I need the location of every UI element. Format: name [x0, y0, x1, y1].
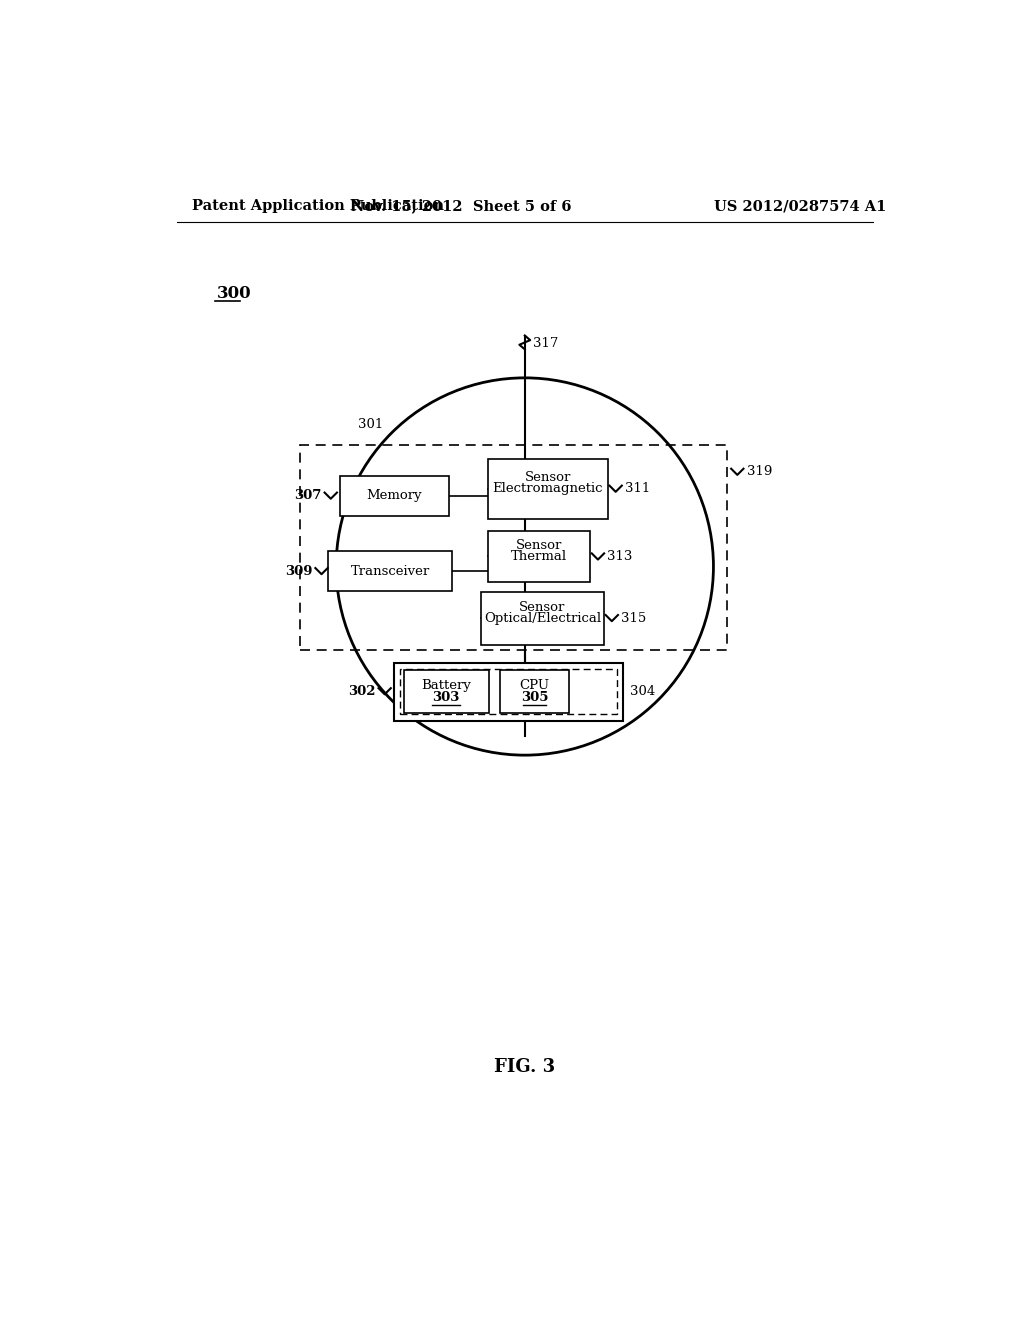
Text: Nov. 15, 2012  Sheet 5 of 6: Nov. 15, 2012 Sheet 5 of 6 — [351, 199, 572, 213]
Bar — [481, 591, 604, 645]
Text: 315: 315 — [621, 611, 646, 624]
Text: 305: 305 — [521, 692, 549, 705]
Text: Optical/Electrical: Optical/Electrical — [484, 612, 601, 624]
Bar — [329, 552, 453, 591]
Text: US 2012/0287574 A1: US 2012/0287574 A1 — [715, 199, 887, 213]
Text: 313: 313 — [607, 550, 633, 564]
Text: 304: 304 — [630, 685, 654, 698]
Text: 302: 302 — [348, 685, 376, 698]
Text: FIG. 3: FIG. 3 — [495, 1059, 555, 1076]
Text: 300: 300 — [217, 285, 252, 302]
Bar — [487, 459, 608, 519]
Text: Memory: Memory — [367, 490, 422, 502]
Bar — [340, 475, 449, 516]
Bar — [394, 663, 624, 721]
Text: Electromagnetic: Electromagnetic — [493, 482, 603, 495]
Bar — [500, 671, 569, 713]
Text: 303: 303 — [432, 692, 460, 705]
Text: 311: 311 — [625, 482, 650, 495]
Text: Patent Application Publication: Patent Application Publication — [193, 199, 444, 213]
Text: CPU: CPU — [520, 678, 550, 692]
Text: 301: 301 — [357, 417, 383, 430]
Text: Thermal: Thermal — [511, 550, 567, 564]
Text: Sensor: Sensor — [519, 601, 565, 614]
Text: Battery: Battery — [421, 678, 471, 692]
Text: 307: 307 — [294, 490, 322, 502]
Bar — [403, 671, 488, 713]
Text: 309: 309 — [285, 565, 312, 578]
Text: Sensor: Sensor — [516, 539, 562, 552]
Text: Sensor: Sensor — [524, 471, 571, 484]
Text: 317: 317 — [532, 337, 558, 350]
Text: 319: 319 — [748, 465, 773, 478]
Bar — [400, 669, 617, 714]
Bar — [300, 445, 727, 649]
Text: Transceiver: Transceiver — [351, 565, 430, 578]
Bar — [487, 531, 590, 582]
